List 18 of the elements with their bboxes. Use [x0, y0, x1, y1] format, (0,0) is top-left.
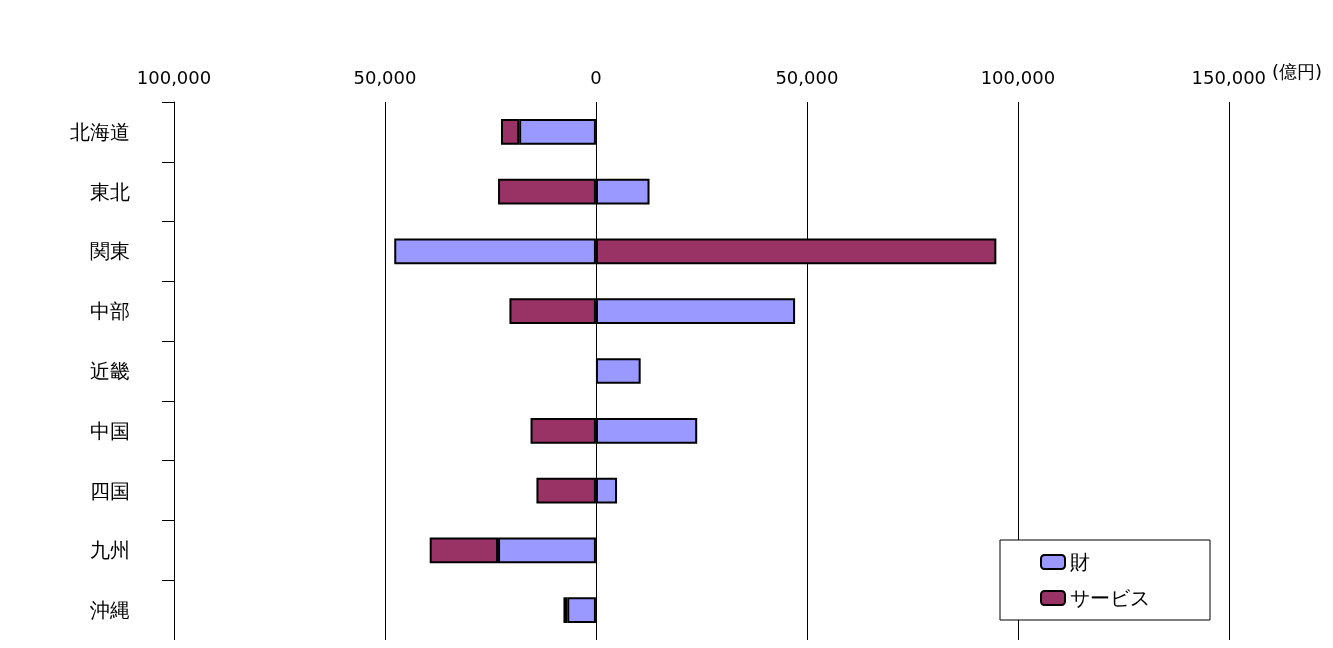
y-tick-label: 近畿 [90, 359, 130, 383]
x-tick-label: 50,000 [775, 66, 839, 88]
y-tick-label: 東北 [90, 179, 130, 204]
x-tick-label: 50,000 [353, 66, 417, 88]
legend-label: サービス [1070, 586, 1150, 610]
y-tick-label: 九州 [90, 538, 130, 563]
x-tick-label: 150,000 [1191, 66, 1267, 88]
y-tick-label: 沖縄 [90, 598, 130, 623]
y-tick-label: 関東 [90, 239, 130, 264]
y-tick-label: 中部 [90, 299, 130, 324]
x-tick-label: 100,000 [980, 66, 1056, 88]
y-tick-label: 北海道 [70, 119, 130, 144]
legend-label: 財 [1070, 550, 1090, 574]
y-tick-label: 四国 [90, 478, 130, 503]
x-axis-title: (億円) [1271, 60, 1322, 82]
x-tick-label: 100,000 [136, 66, 212, 88]
x-tick-label: 0 [590, 66, 602, 88]
y-tick-label: 中国 [90, 418, 130, 443]
